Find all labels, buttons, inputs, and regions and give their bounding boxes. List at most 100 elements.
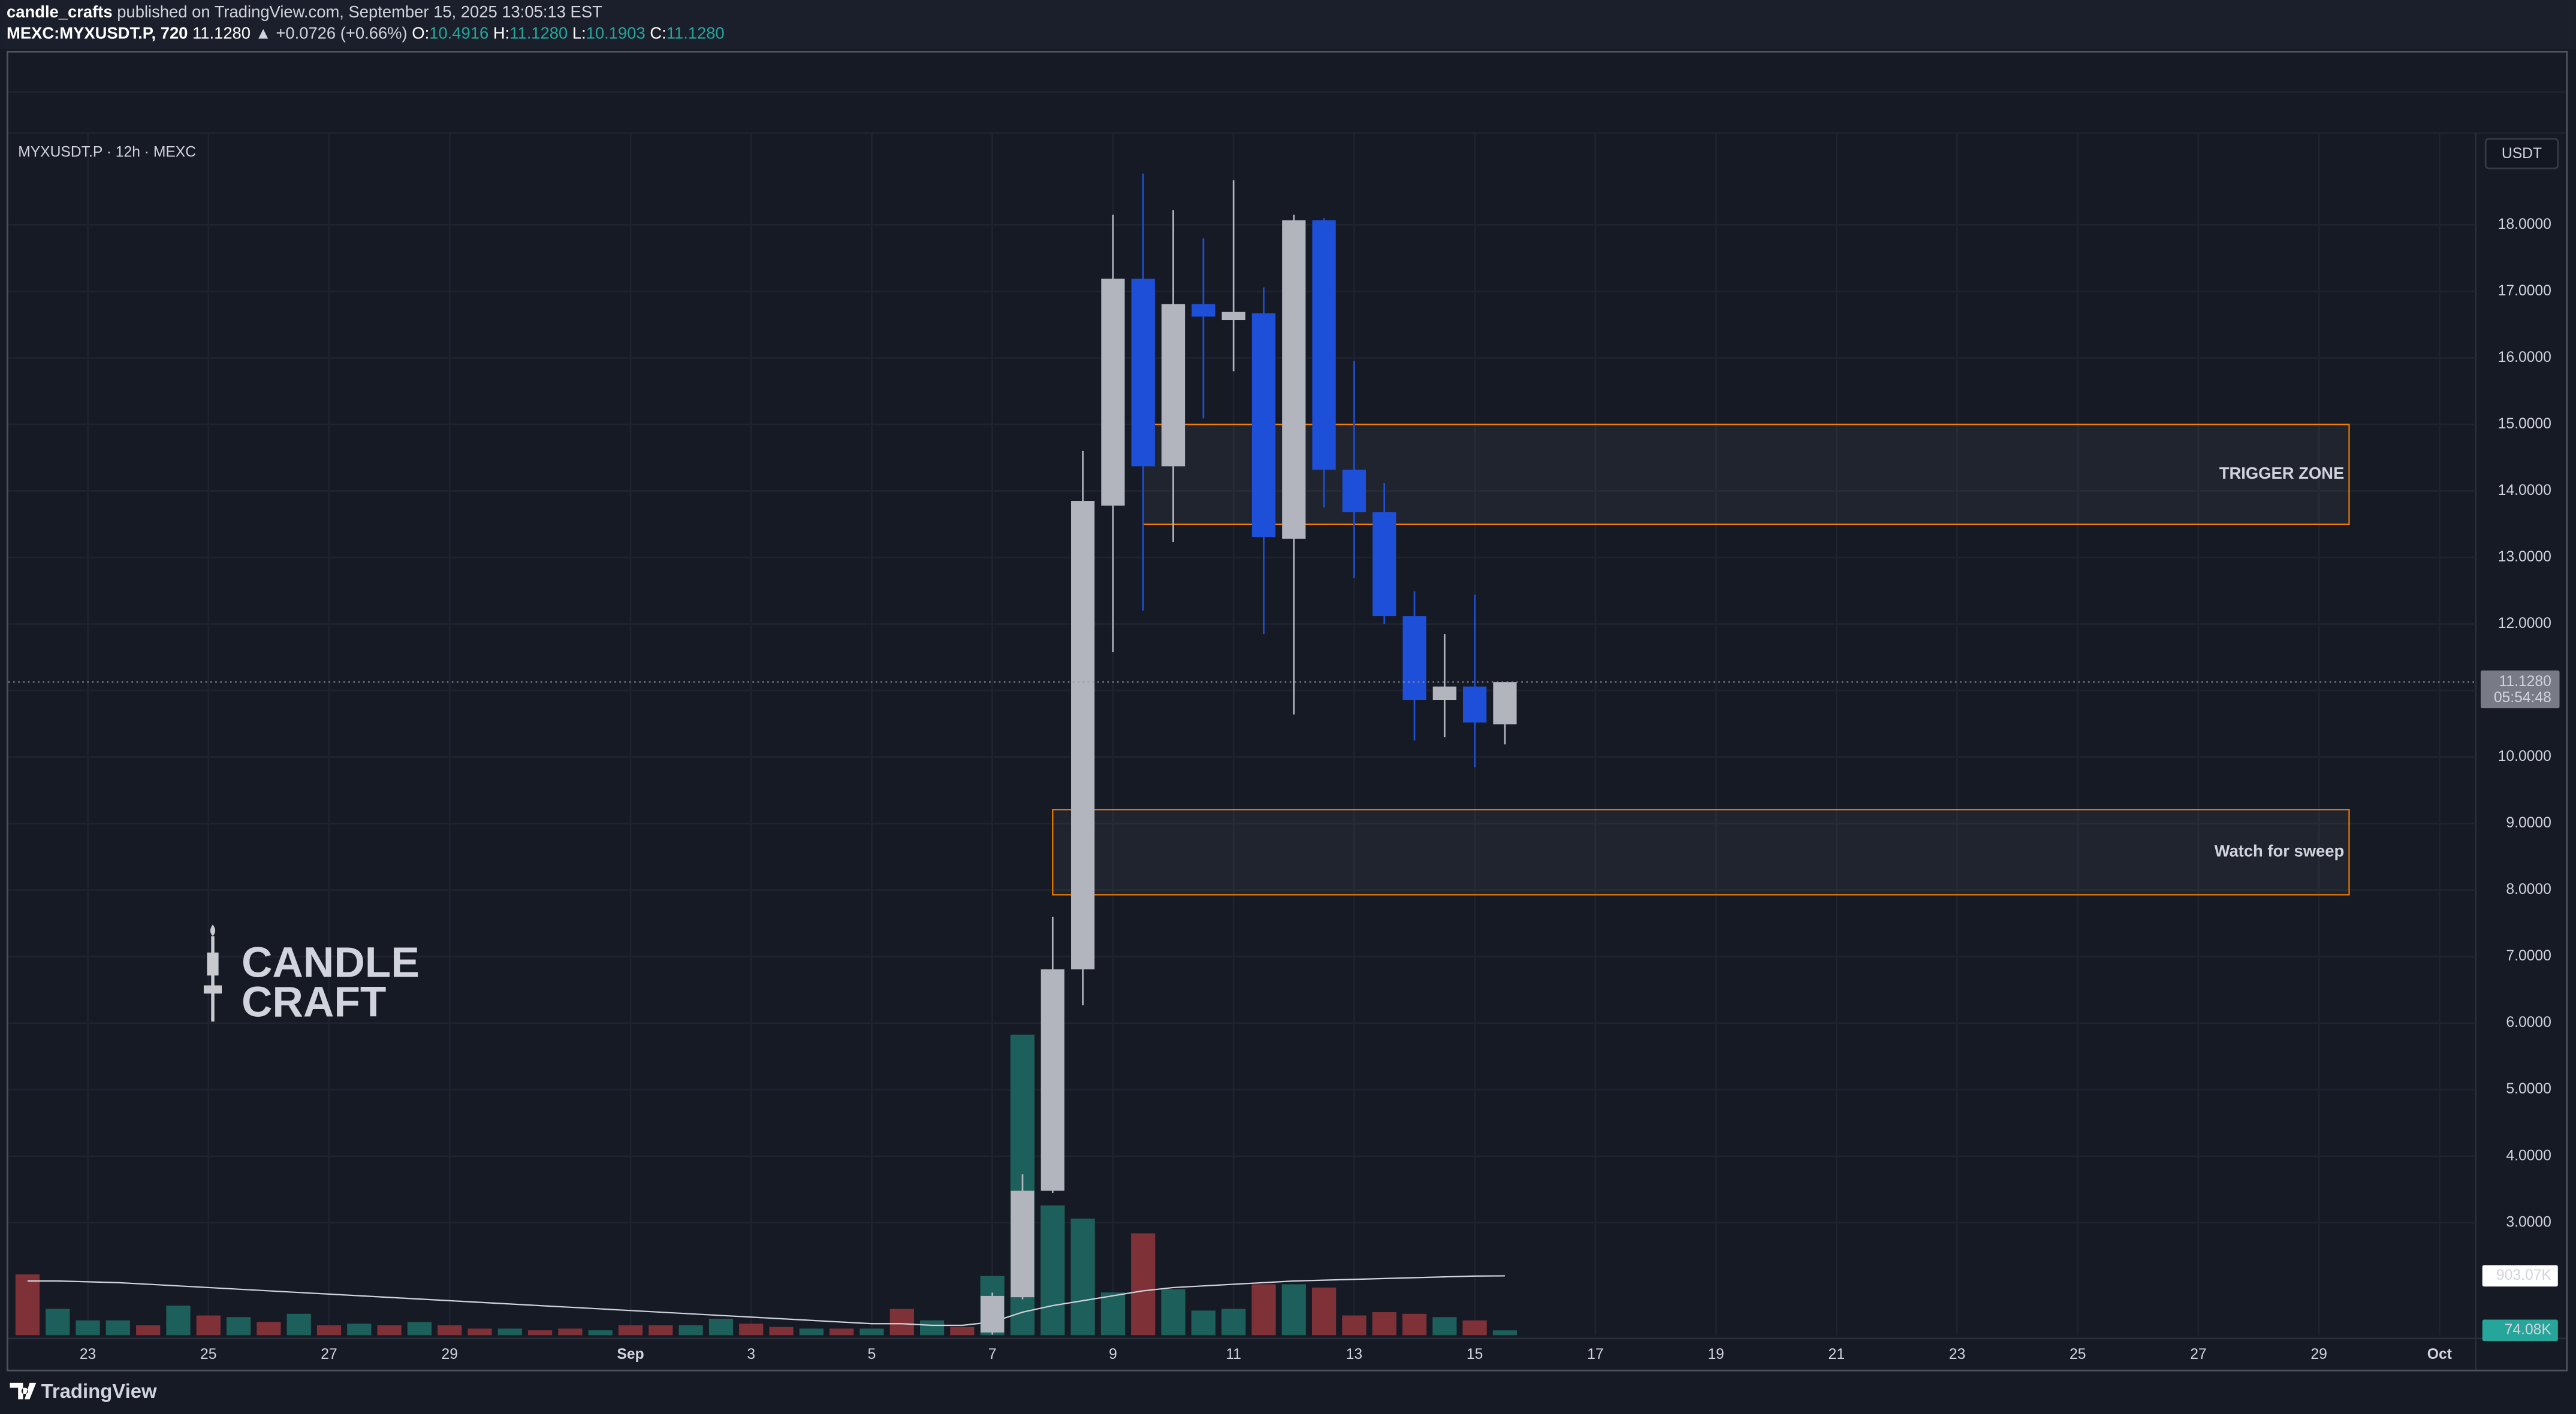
volume-bar — [528, 1330, 553, 1336]
volume-bar — [497, 1328, 522, 1336]
volume-bar — [1281, 1284, 1306, 1336]
y-tick-label: 18.0000 — [2498, 216, 2551, 232]
x-tick-label: 3 — [747, 1346, 755, 1362]
volume-bar — [618, 1325, 643, 1336]
ohlc-value: 11.1280 — [509, 24, 568, 43]
x-tick-label: 27 — [2190, 1346, 2206, 1362]
volume-bar — [105, 1320, 130, 1336]
currency[interactable]: USDT — [2502, 146, 2542, 162]
candle-body — [1161, 304, 1186, 467]
ohlc-label: O: — [412, 24, 429, 43]
volume-label-box — [2482, 1265, 2558, 1287]
grid: 3.0000 4.0000 5.0000 6.0000 7.0000 8.0000 9.00… — [8, 133, 2551, 1362]
x-tick-label: 25 — [2070, 1346, 2086, 1362]
x-tick-label: 17 — [1587, 1346, 1603, 1362]
volume-bar — [76, 1320, 100, 1336]
candle-body — [1493, 682, 1517, 724]
y-tick-label: 13.0000 — [2498, 549, 2551, 565]
x-tick-label: Oct — [2427, 1346, 2452, 1362]
footer-text: TradingView — [41, 1380, 157, 1402]
x-tick-label: Sep — [617, 1346, 644, 1362]
x-tick-label: 13 — [1346, 1346, 1362, 1362]
volume-bar — [377, 1325, 402, 1336]
candle-body — [1221, 312, 1245, 321]
volume-bar — [739, 1324, 764, 1336]
x-tick-label: 29 — [2310, 1346, 2327, 1362]
volume-bar — [407, 1322, 432, 1336]
ohlc-label: H: — [493, 24, 509, 43]
currency-button[interactable] — [2484, 138, 2559, 170]
volume-bar — [1372, 1312, 1396, 1336]
x-tick-label: 29 — [442, 1346, 458, 1362]
volume-bar — [438, 1325, 462, 1336]
y-tick-label: 12.0000 — [2498, 615, 2551, 632]
volume-bar — [136, 1325, 161, 1336]
published: published on TradingView.com, September … — [117, 2, 602, 21]
volume-bar — [15, 1274, 40, 1336]
y-tick-label: 15.0000 — [2498, 416, 2551, 432]
y-tick-label: 17.0000 — [2498, 283, 2551, 299]
y-tick-label: 9.0000 — [2506, 815, 2551, 831]
y-tick-label: 8.0000 — [2506, 881, 2551, 898]
candle-body — [1402, 616, 1426, 700]
volume-bar — [919, 1320, 945, 1336]
x-tick-label: 23 — [1949, 1346, 1965, 1362]
candle-body — [1131, 279, 1155, 467]
volume-bar — [1100, 1292, 1126, 1336]
watermark-icon — [210, 924, 216, 936]
watermark-text: CANDLE — [242, 939, 420, 987]
y-tick-label: 5.0000 — [2506, 1081, 2551, 1097]
candle-body — [1373, 512, 1396, 617]
volume-bar — [257, 1322, 281, 1336]
volume-bar — [708, 1319, 734, 1336]
volume-bar — [889, 1309, 914, 1336]
ohlc-value: 10.4916 — [429, 24, 488, 43]
volume-bar — [1161, 1289, 1186, 1336]
y-tick-label: 3.0000 — [2506, 1214, 2551, 1230]
ohlc-value: 11.1280 — [666, 24, 725, 43]
x-tick-label: 27 — [321, 1346, 337, 1362]
volume-bar — [1342, 1315, 1367, 1336]
zone-label: Watch for sweep — [2215, 842, 2345, 860]
candle-body — [1071, 501, 1095, 969]
ohlc-value: 10.1903 — [586, 24, 645, 43]
volume-bar — [196, 1315, 221, 1336]
volume-bar — [1040, 1205, 1065, 1336]
volume-bar — [588, 1330, 613, 1336]
header-line-1: candle_crafts published on TradingView.c… — [7, 2, 602, 21]
volume-bar — [769, 1327, 794, 1336]
volume-label: 74.08K — [2505, 1322, 2552, 1338]
ohlc-label: C: — [650, 24, 666, 43]
volume-bar — [316, 1325, 342, 1336]
plot: TRIGGER ZONE Watch for sweep — [15, 173, 2350, 1336]
x-tick-label: 9 — [1109, 1346, 1117, 1362]
candle-body — [1462, 686, 1487, 723]
volume-bar — [1462, 1320, 1487, 1336]
x-tick-label: 15 — [1467, 1346, 1483, 1362]
candle-body — [1251, 313, 1276, 537]
volume-bar — [1311, 1287, 1337, 1336]
volume-bar — [286, 1313, 311, 1336]
chart-title: MYXUSDT.P · 12h · MEXC — [18, 144, 196, 160]
y-tick-label: 14.0000 — [2498, 482, 2551, 498]
watermark-icon — [203, 985, 222, 994]
y-tick-label: 16.0000 — [2498, 349, 2551, 365]
candle-body — [1011, 1191, 1034, 1298]
last-price-box — [2480, 670, 2560, 709]
volume-bar — [648, 1325, 673, 1336]
zone-label: TRIGGER ZONE — [2219, 464, 2344, 482]
countdown: 05:54:48 — [2494, 690, 2551, 706]
x-tick-label: 5 — [868, 1346, 876, 1362]
watermark: CANDLE CRAFT — [203, 924, 420, 1026]
change: ▲ +0.0726 (+0.66%) — [255, 24, 408, 43]
header-bar — [0, 0, 2576, 50]
volume-bar — [46, 1309, 70, 1336]
candle-body — [1192, 304, 1215, 317]
volume-bar — [1432, 1317, 1457, 1336]
candle-body — [1040, 969, 1064, 1191]
last-price-label: 11.1280 — [2499, 673, 2551, 690]
volume-bar — [799, 1328, 824, 1336]
author: candle_crafts — [7, 2, 113, 21]
candle-body — [1312, 220, 1336, 470]
